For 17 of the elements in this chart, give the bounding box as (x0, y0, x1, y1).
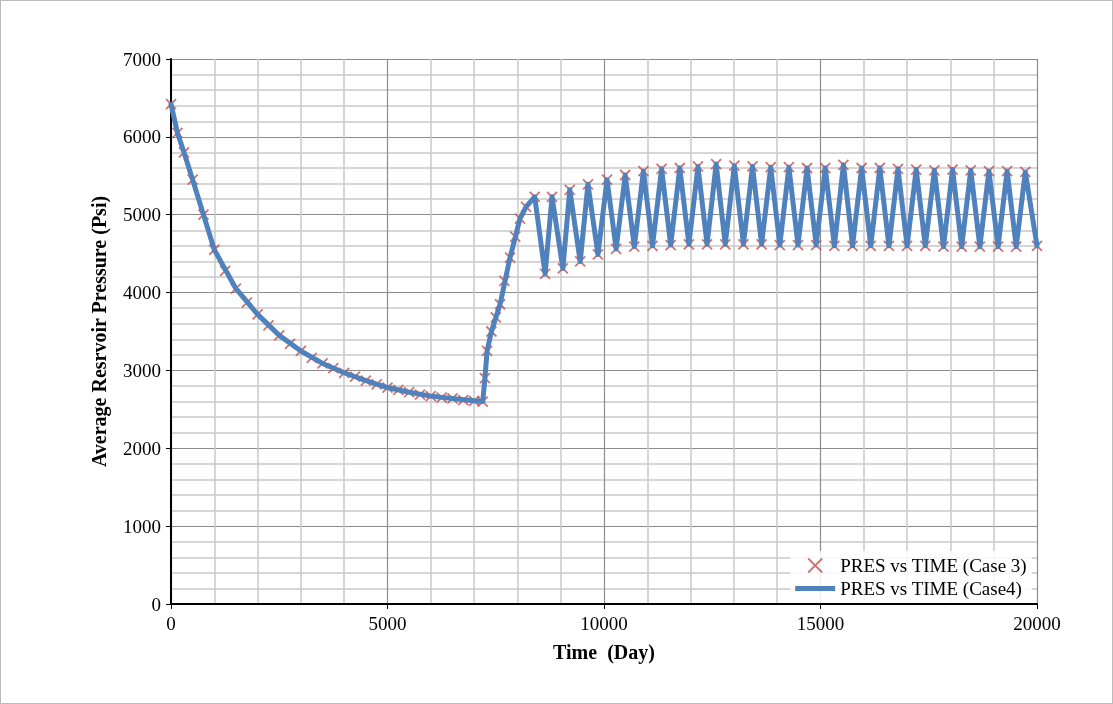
y-tick-label: 3000 (123, 359, 161, 381)
x-axis-title: Time (Day) (553, 641, 655, 664)
x-tick-label: 0 (166, 613, 176, 634)
x-tick-label: 5000 (368, 613, 407, 634)
x-tick-label: 20000 (1013, 613, 1061, 634)
y-tick-label: 1000 (123, 515, 161, 537)
y-tick-label: 7000 (123, 48, 161, 70)
y-tick-label: 2000 (123, 437, 161, 459)
y-tick-label: 4000 (123, 282, 161, 304)
y-tick-label: 5000 (123, 204, 161, 226)
y-tick-label: 0 (151, 593, 161, 615)
y-tick-label: 6000 (123, 126, 161, 148)
legend-label: PRES vs TIME (Case 3) (840, 555, 1027, 577)
legend-label: PRES vs TIME (Case4) (840, 578, 1022, 600)
y-axis-title: Average Resrvoir Pressure (Psi) (88, 195, 111, 468)
x-tick-label: 10000 (580, 613, 628, 634)
x-tick-label: 15000 (796, 613, 845, 634)
